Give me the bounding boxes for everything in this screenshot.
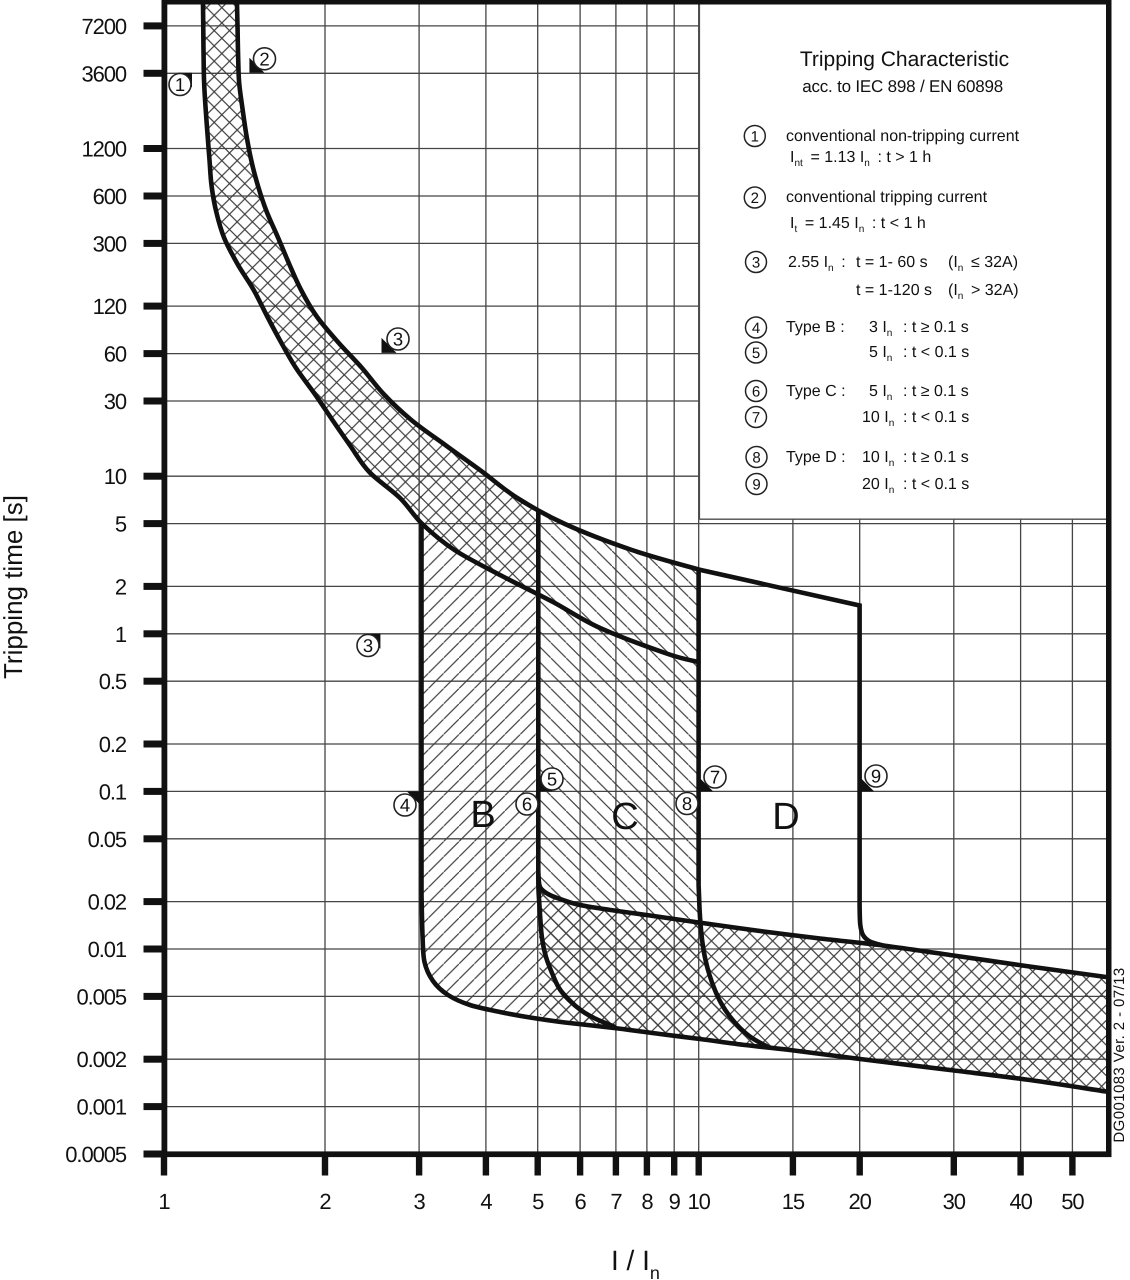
svg-text:8: 8 bbox=[682, 793, 692, 814]
svg-text:acc. to IEC 898 / EN 60898: acc. to IEC 898 / EN 60898 bbox=[802, 77, 1003, 96]
svg-text:0.0005: 0.0005 bbox=[65, 1142, 127, 1167]
svg-text:Int = 1.13 In : t > 1 h: Int = 1.13 In : t > 1 h bbox=[790, 149, 931, 169]
svg-text:(In ≤ 32A): (In ≤ 32A) bbox=[948, 254, 1018, 274]
svg-text:9: 9 bbox=[669, 1189, 681, 1214]
svg-text:0.05: 0.05 bbox=[88, 827, 127, 852]
svg-text:t = 1- 60 s: t = 1- 60 s bbox=[856, 254, 928, 271]
svg-text:: t ≥ 0.1 s: : t ≥ 0.1 s bbox=[903, 319, 969, 336]
svg-text:3: 3 bbox=[752, 254, 760, 271]
svg-text:3: 3 bbox=[363, 635, 373, 656]
svg-text:10 In: 10 In bbox=[862, 449, 897, 469]
svg-text:30: 30 bbox=[104, 389, 127, 414]
svg-text:6: 6 bbox=[522, 794, 532, 815]
svg-text:120: 120 bbox=[93, 294, 127, 319]
svg-text:9: 9 bbox=[871, 766, 881, 787]
svg-text:3600: 3600 bbox=[81, 61, 126, 86]
svg-text:5: 5 bbox=[752, 345, 760, 362]
svg-text:0.1: 0.1 bbox=[99, 779, 127, 804]
svg-text:0.5: 0.5 bbox=[99, 669, 127, 694]
svg-text:: t < 0.1 s: : t < 0.1 s bbox=[903, 344, 969, 361]
svg-text:40: 40 bbox=[1009, 1189, 1032, 1214]
svg-text:7: 7 bbox=[710, 767, 720, 788]
svg-text:6: 6 bbox=[575, 1189, 587, 1214]
svg-text:1: 1 bbox=[158, 1189, 170, 1214]
svg-text:7: 7 bbox=[610, 1189, 622, 1214]
svg-text:4: 4 bbox=[752, 320, 760, 337]
svg-text:300: 300 bbox=[93, 231, 127, 256]
svg-text:Type D :: Type D : bbox=[786, 449, 846, 466]
svg-text:0.005: 0.005 bbox=[76, 984, 126, 1009]
svg-text:1200: 1200 bbox=[81, 137, 126, 162]
svg-text:: t ≥ 0.1 s: : t ≥ 0.1 s bbox=[903, 449, 969, 466]
svg-text:60: 60 bbox=[104, 342, 127, 367]
svg-text:1: 1 bbox=[175, 74, 185, 95]
svg-text:D: D bbox=[772, 796, 799, 838]
svg-text:conventional tripping current: conventional tripping current bbox=[786, 189, 988, 206]
svg-text:0.2: 0.2 bbox=[99, 732, 127, 757]
svg-text:Tripping Characteristic: Tripping Characteristic bbox=[800, 48, 1009, 71]
svg-text:8: 8 bbox=[752, 449, 760, 466]
svg-text:3: 3 bbox=[393, 329, 403, 350]
svg-text:It = 1.45 In : t < 1 h: It = 1.45 In : t < 1 h bbox=[790, 215, 926, 235]
svg-text:0.001: 0.001 bbox=[76, 1095, 126, 1120]
svg-text:10: 10 bbox=[688, 1189, 711, 1214]
svg-text:1: 1 bbox=[751, 128, 759, 145]
svg-text:Type C :: Type C : bbox=[786, 383, 846, 400]
svg-text:: t < 0.1 s: : t < 0.1 s bbox=[903, 476, 969, 493]
svg-text:5: 5 bbox=[532, 1189, 544, 1214]
svg-text:DG001083 Ver. 2 - 07/13: DG001083 Ver. 2 - 07/13 bbox=[1111, 967, 1128, 1142]
svg-text:conventional non-tripping curr: conventional non-tripping current bbox=[786, 128, 1020, 145]
svg-text:1: 1 bbox=[115, 622, 127, 647]
svg-text:10 In: 10 In bbox=[862, 409, 897, 429]
svg-text:6: 6 bbox=[752, 383, 760, 400]
svg-text:: t < 0.1 s: : t < 0.1 s bbox=[903, 409, 969, 426]
svg-text:30: 30 bbox=[943, 1189, 966, 1214]
svg-text:10: 10 bbox=[104, 464, 127, 489]
svg-text:B: B bbox=[470, 794, 495, 836]
svg-text:C: C bbox=[611, 796, 638, 838]
svg-text:20: 20 bbox=[849, 1189, 872, 1214]
svg-text:4: 4 bbox=[480, 1189, 492, 1214]
svg-text:: t ≥ 0.1 s: : t ≥ 0.1 s bbox=[903, 383, 969, 400]
svg-text:5: 5 bbox=[115, 512, 127, 537]
svg-text:(In > 32A): (In > 32A) bbox=[948, 282, 1019, 302]
svg-text:15: 15 bbox=[782, 1189, 805, 1214]
svg-text:50: 50 bbox=[1061, 1189, 1084, 1214]
svg-text:2: 2 bbox=[259, 48, 269, 69]
svg-text:2: 2 bbox=[319, 1189, 331, 1214]
svg-text:0.002: 0.002 bbox=[76, 1047, 126, 1072]
svg-text:0.02: 0.02 bbox=[88, 890, 127, 915]
svg-text:0.01: 0.01 bbox=[88, 937, 127, 962]
svg-text:Tripping time [s]: Tripping time [s] bbox=[0, 495, 28, 679]
svg-text:3: 3 bbox=[414, 1189, 426, 1214]
svg-text:600: 600 bbox=[93, 184, 127, 209]
svg-text:9: 9 bbox=[752, 476, 760, 493]
svg-text:4: 4 bbox=[400, 795, 410, 816]
svg-text:5: 5 bbox=[547, 769, 557, 790]
svg-text:t = 1-120 s: t = 1-120 s bbox=[856, 282, 932, 299]
svg-text:7200: 7200 bbox=[81, 14, 126, 39]
svg-text:8: 8 bbox=[641, 1189, 653, 1214]
svg-text:2: 2 bbox=[115, 574, 127, 599]
svg-text:20 In: 20 In bbox=[862, 476, 897, 496]
svg-text:7: 7 bbox=[752, 409, 760, 426]
svg-text:Type B :: Type B : bbox=[786, 319, 845, 336]
svg-text:2: 2 bbox=[751, 190, 759, 207]
